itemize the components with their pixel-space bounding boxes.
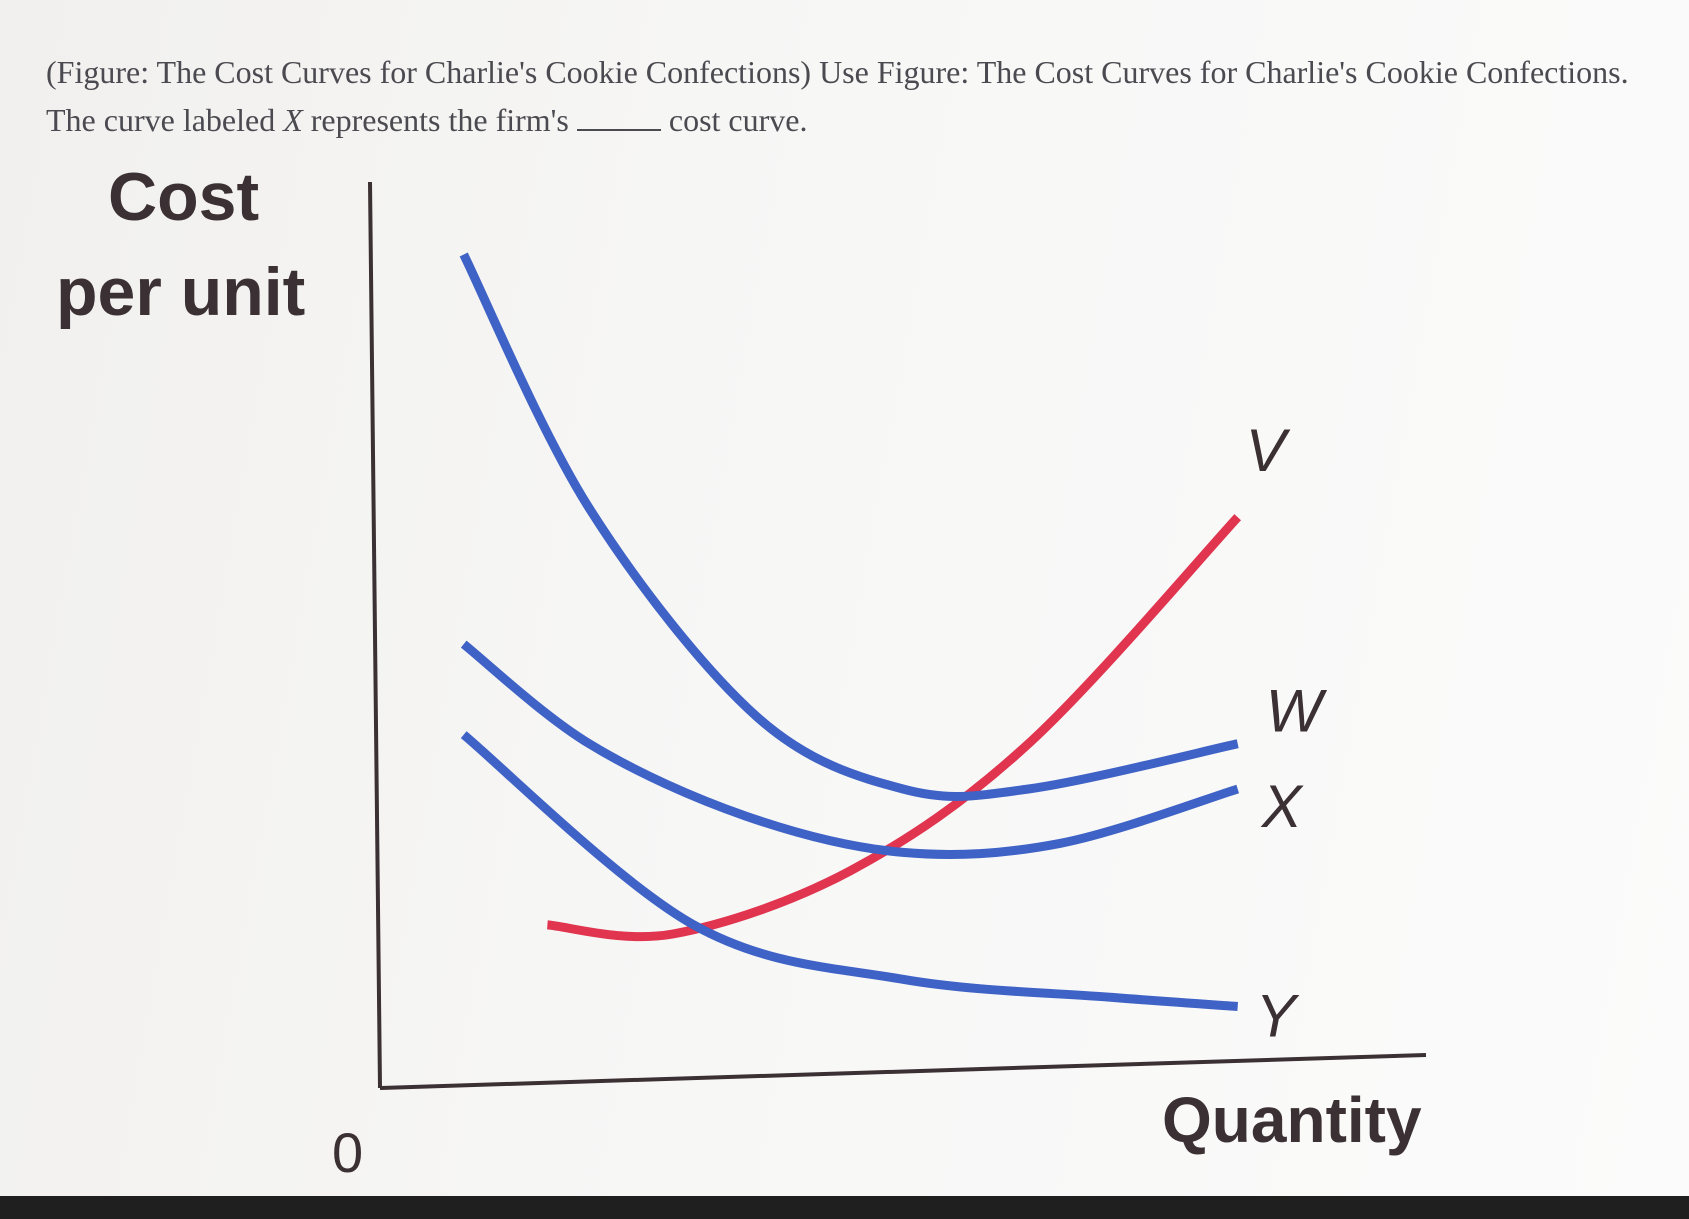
curves-group [459,252,1242,1011]
monitor-bezel [0,1196,1689,1219]
y-axis [368,181,382,1089]
question-line-2: The curve labeled X represents the firm'… [46,96,1646,144]
answer-blank [576,107,661,131]
curve-label-v: V [1246,417,1291,484]
origin-label: 0 [332,1121,363,1184]
y-axis-label-line-2: per unit [56,254,305,330]
curve-label-x: X [1260,773,1304,840]
curve-x [460,640,1240,859]
curve-w [459,252,1239,801]
curve-v [546,514,1242,942]
question-text: (Figure: The Cost Curves for Charlie's C… [46,48,1646,144]
x-axis [379,1053,1427,1090]
curve-label-y: Y [1256,983,1300,1050]
question-line-2-middle: represents the firm's [310,102,569,138]
curve-labels-group: V WX Y [1246,417,1328,1049]
question-line-1: (Figure: The Cost Curves for Charlie's C… [46,54,1629,90]
curve-label-w: W [1266,678,1328,745]
question-line-2-start: The curve labeled [46,102,276,138]
curve-y [460,731,1239,1011]
x-axis-label: Quantity [1162,1084,1422,1156]
question-curve-letter: X [283,102,303,138]
y-axis-label-line-1: Cost [108,159,259,235]
question-line-2-end: cost curve. [668,102,808,138]
